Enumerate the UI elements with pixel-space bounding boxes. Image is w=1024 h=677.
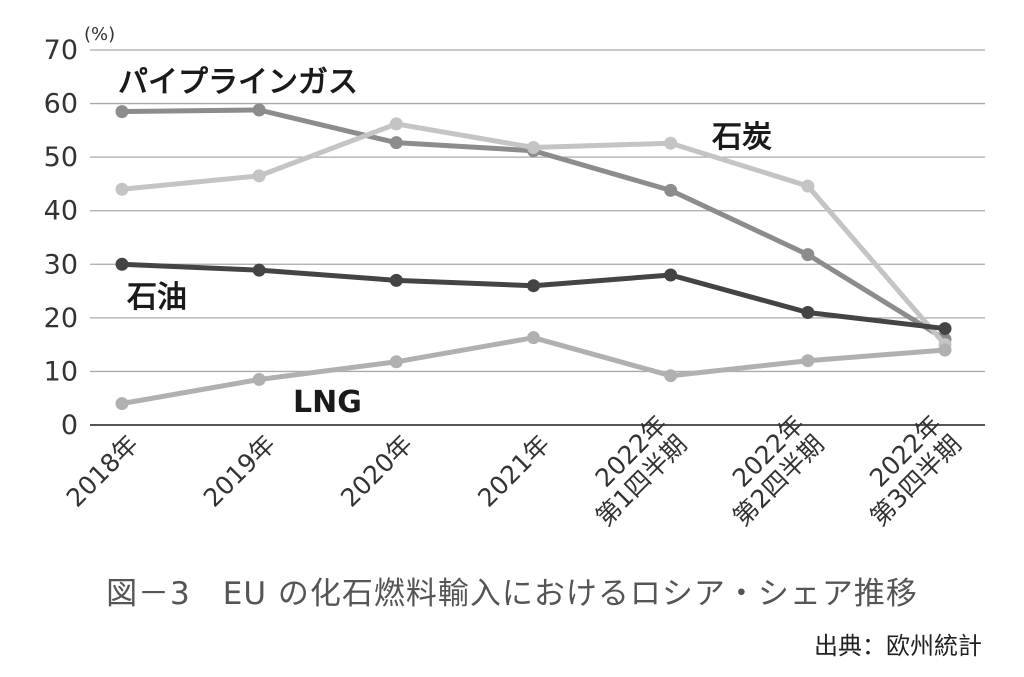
data-point <box>389 273 403 287</box>
y-tick-label: 70 <box>44 35 78 66</box>
x-tick-label: 2021年 <box>472 429 555 512</box>
data-point <box>115 105 129 119</box>
data-point <box>664 183 678 197</box>
series-lines <box>115 103 952 411</box>
data-point <box>115 397 129 411</box>
series-label: パイプラインガス <box>118 65 358 100</box>
series-label: 石炭 <box>711 120 772 155</box>
y-tick-label: 40 <box>44 196 78 227</box>
y-axis: 0 10 20 30 40 50 60 70 <box>44 35 78 441</box>
y-tick-label: 0 <box>61 410 78 441</box>
x-tick-label: 2018年 <box>61 429 144 512</box>
y-tick-label: 50 <box>44 142 78 173</box>
data-point <box>938 322 952 336</box>
data-point <box>938 343 952 357</box>
x-tick-label: 2020年 <box>335 429 418 512</box>
series-label: 石油 <box>126 280 187 315</box>
x-tick-line: 2018年 <box>61 429 144 512</box>
series-label: LNG <box>293 385 362 420</box>
gridlines <box>90 49 985 426</box>
series-line <box>121 261 946 332</box>
data-point <box>801 179 815 193</box>
data-point <box>801 354 815 368</box>
y-tick-label: 60 <box>44 89 78 120</box>
y-axis-unit: (%) <box>84 24 115 45</box>
series-2 <box>115 257 952 336</box>
source-note: 出典：欧州統計 <box>814 632 982 660</box>
data-point <box>115 257 129 271</box>
series-3 <box>115 331 952 411</box>
data-point <box>252 263 266 277</box>
series-0 <box>115 103 952 346</box>
x-tick-label: 2019年 <box>198 429 281 512</box>
figure-caption: 図－3 EU の化石燃料輸入におけるロシア・シェア推移 <box>106 576 918 612</box>
line-chart: 0 10 20 30 40 50 60 70 (%) 2018年 2019年 2020年 2021年… <box>44 24 985 532</box>
data-point <box>527 141 540 154</box>
data-point <box>115 182 129 196</box>
x-tick-line: 2021年 <box>472 429 555 512</box>
data-point <box>389 117 403 131</box>
y-tick-label: 20 <box>44 303 78 334</box>
data-point <box>252 103 266 117</box>
data-point <box>664 369 678 383</box>
data-point <box>664 268 678 282</box>
x-tick-line: 2019年 <box>198 429 281 512</box>
series-line <box>121 335 946 407</box>
y-tick-label: 10 <box>44 356 78 387</box>
data-point <box>389 355 403 369</box>
data-point <box>664 136 678 150</box>
data-point <box>801 248 815 262</box>
series-1 <box>115 117 952 352</box>
data-point <box>801 306 815 319</box>
data-point <box>527 331 540 345</box>
x-tick-line: 2020年 <box>335 429 418 512</box>
data-point <box>527 279 540 293</box>
data-point <box>252 372 266 386</box>
data-point <box>252 169 266 183</box>
data-point <box>389 136 403 150</box>
y-tick-label: 30 <box>44 249 78 280</box>
